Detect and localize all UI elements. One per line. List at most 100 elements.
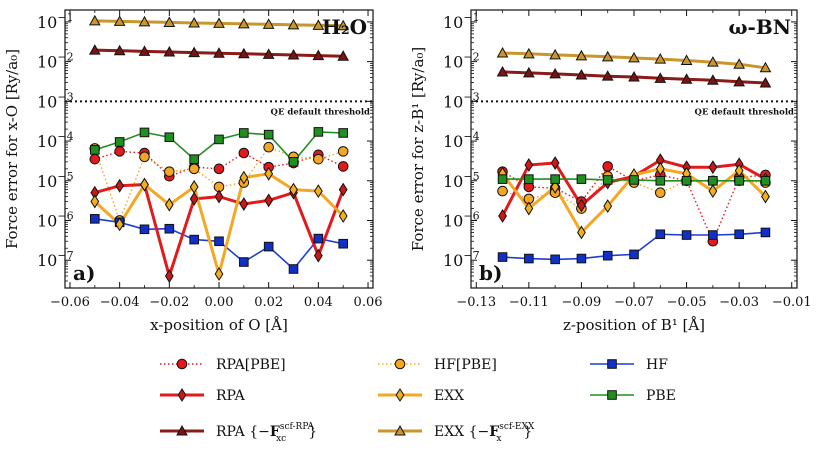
- data-point: [655, 175, 666, 186]
- x-tick-label: −0.05: [667, 295, 707, 310]
- data-point: [707, 74, 719, 85]
- data-point: [313, 153, 324, 165]
- x-axis-label: z-position of B¹ [Å]: [563, 316, 705, 334]
- data-point: [214, 267, 224, 281]
- data-point: [289, 182, 298, 197]
- data-point: [497, 174, 508, 184]
- data-point: [707, 56, 719, 67]
- legend-entry: EXX {−Fscf-EXX x}: [378, 422, 535, 444]
- y-tick-label: 10−6: [443, 209, 480, 230]
- data-point: [313, 127, 324, 137]
- y-tick-label: 10−7: [443, 249, 480, 270]
- data-point: [115, 178, 125, 193]
- x-tick-label: −0.02: [149, 295, 189, 310]
- x-tick-label: −0.06: [50, 295, 90, 310]
- data-point: [576, 253, 587, 264]
- data-point: [237, 47, 250, 59]
- data-point: [654, 53, 667, 64]
- x-tick-label: 0.02: [254, 295, 283, 310]
- legend-marker: [395, 388, 405, 402]
- data-point: [163, 16, 176, 27]
- data-point: [140, 177, 149, 192]
- legend-label: HF[PBE]: [434, 357, 497, 373]
- y-tick-label: 10−6: [37, 209, 74, 230]
- data-point: [189, 154, 199, 164]
- data-point: [681, 175, 692, 186]
- data-point: [655, 161, 665, 176]
- data-point: [164, 132, 175, 143]
- data-point: [575, 68, 588, 80]
- y-tick-label: 10−2: [443, 51, 480, 72]
- data-point: [90, 145, 100, 155]
- data-point: [287, 48, 300, 60]
- plot-frame: [470, 9, 798, 289]
- data-point: [213, 47, 225, 58]
- panel-label: a): [73, 261, 95, 285]
- data-point: [575, 49, 588, 61]
- chart-panel-2: 10−1 10−2 10−3 10−4 10−5 10−6 10−7 −0.13 −0.11 −0…: [409, 9, 812, 334]
- data-point: [734, 175, 744, 186]
- data-point: [214, 189, 224, 204]
- data-point: [708, 160, 718, 175]
- data-point: [238, 147, 250, 159]
- data-point: [337, 19, 350, 31]
- data-point: [313, 233, 324, 244]
- data-point: [577, 198, 586, 213]
- data-point: [759, 61, 772, 73]
- data-point: [138, 15, 151, 27]
- legend-marker: [394, 358, 406, 370]
- threshold-label: QE default threshold: [695, 107, 795, 117]
- data-point: [188, 46, 201, 58]
- data-point: [680, 54, 693, 65]
- y-tick-label: 10−2: [37, 51, 74, 72]
- data-point: [163, 45, 176, 57]
- data-point: [577, 225, 586, 240]
- data-point: [338, 209, 348, 223]
- data-point: [497, 185, 508, 197]
- x-axis-label: x-position of O [Å]: [150, 316, 288, 334]
- y-tick-label: 10−1: [443, 11, 480, 32]
- x-tick-label: 0.00: [205, 295, 234, 310]
- data-point: [733, 75, 746, 87]
- legend-marker: [607, 359, 617, 369]
- data-point: [522, 66, 535, 78]
- y-tick-label: 10−3: [37, 90, 74, 111]
- data-point: [188, 16, 201, 28]
- data-point: [708, 184, 718, 199]
- data-point: [601, 50, 614, 62]
- legend-entry: RPA {−Fscf-RPA xc}: [160, 422, 317, 444]
- y-axis-label: Force error for z-B¹ [Ry/a₀]: [409, 47, 427, 252]
- x-tick-label: −0.07: [614, 295, 654, 310]
- data-point: [628, 51, 640, 63]
- panel-title: ω-BN: [728, 15, 791, 39]
- data-point: [522, 47, 535, 59]
- legend-entry: HF[PBE]: [378, 357, 497, 373]
- data-point: [113, 44, 126, 56]
- legend-entry: HF: [590, 357, 668, 373]
- data-point: [734, 229, 744, 240]
- x-tick-label: 0.06: [354, 295, 383, 310]
- data-point: [654, 72, 667, 83]
- data-point: [88, 44, 101, 55]
- y-tick-label: 10−4: [37, 130, 74, 151]
- data-point: [139, 151, 150, 163]
- legend-entry: EXX: [378, 388, 464, 404]
- legend-label: EXX: [434, 388, 464, 404]
- data-point: [113, 15, 126, 26]
- data-point: [708, 175, 718, 186]
- data-point: [550, 156, 560, 170]
- legend-label: HF: [646, 357, 668, 373]
- data-point: [164, 197, 174, 212]
- x-tick-label: −0.03: [719, 295, 759, 310]
- legend-marker: [177, 388, 187, 402]
- data-point: [603, 199, 613, 214]
- data-point: [629, 249, 639, 260]
- data-point: [655, 229, 666, 240]
- data-point: [264, 193, 274, 208]
- legend: RPA[PBE] HF[PBE] HF RPA EXX PBE RPA {−Fscf-RPA…: [160, 357, 676, 444]
- panel-label: b): [479, 261, 502, 285]
- x-tick-label: −0.01: [772, 295, 812, 310]
- data-point: [239, 170, 249, 185]
- y-tick-label: 10−5: [37, 170, 74, 191]
